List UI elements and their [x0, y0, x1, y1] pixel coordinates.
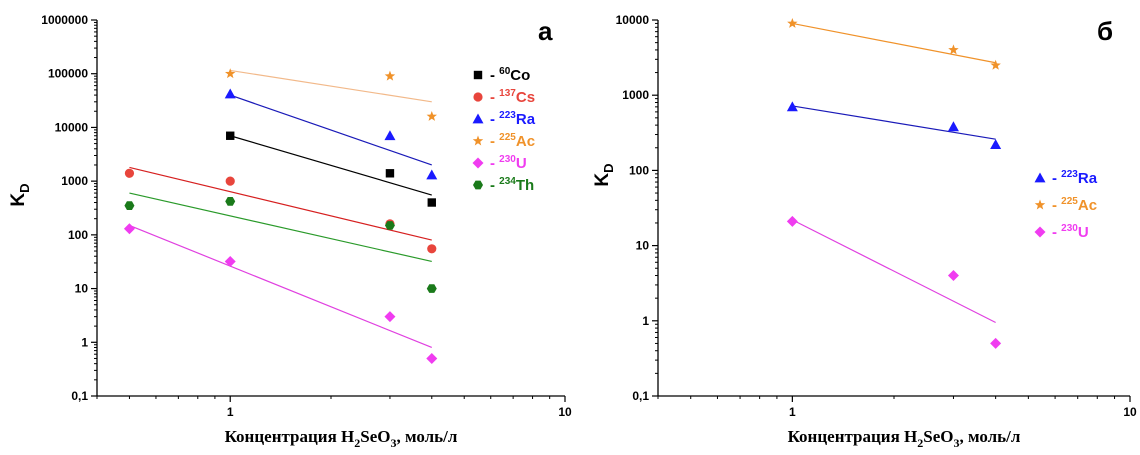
data-point-60Co: [427, 198, 436, 207]
y-tick-label: 10000: [55, 120, 89, 134]
fit-line-230U: [792, 219, 996, 324]
data-point-225Ac: [426, 110, 438, 121]
legend-marker-60Co: [473, 70, 483, 80]
panel-label: б: [1097, 16, 1113, 46]
y-axis-title: KD: [8, 183, 32, 206]
data-point-234Th: [426, 284, 437, 293]
legend-label-225Ac: - 225Ac: [1052, 196, 1097, 214]
legend-label-223Ra: - 223Ra: [490, 110, 536, 128]
y-tick-label: 10000: [616, 13, 650, 27]
data-point-223Ra: [426, 169, 438, 180]
legend-label-230U: - 230U: [1052, 223, 1089, 241]
fit-line-60Co: [230, 135, 432, 196]
legend-label-230U: - 230U: [490, 154, 527, 172]
data-point-234Th: [124, 201, 135, 210]
y-tick-label: 0,1: [71, 389, 88, 403]
legend: - 60Co - 137Cs - 223Ra - 225Ac - 230U - 234Th: [472, 66, 536, 194]
data-point-230U: [224, 255, 236, 267]
x-tick-label: 10: [1123, 405, 1137, 419]
fit-line-234Th: [129, 192, 432, 263]
y-tick-label: 1: [642, 314, 649, 328]
y-tick-label: 1000000: [41, 13, 88, 27]
data-point-223Ra: [990, 139, 1002, 150]
fit-line-225Ac: [230, 69, 432, 103]
x-tick-label: 1: [227, 405, 234, 419]
legend-label-137Cs: - 137Cs: [490, 88, 535, 106]
legend-marker-223Ra: [472, 113, 484, 124]
y-tick-label: 10: [75, 282, 89, 296]
data-point-137Cs: [124, 168, 135, 178]
chart-panel-b: 0,1 1 10 100 1000 10000 1 10 б - 223Ra - 225Ac - 23…: [592, 13, 1137, 450]
data-point-234Th: [384, 221, 395, 230]
data-point-230U: [426, 352, 438, 364]
panel-label: а: [538, 16, 553, 46]
data-point-234Th: [225, 197, 236, 206]
data-point-223Ra: [224, 88, 236, 99]
y-tick-label: 1000: [61, 174, 88, 188]
legend-label-225Ac: - 225Ac: [490, 132, 535, 150]
x-axis-title: Концентрация H2SeO3, моль/л: [788, 427, 1021, 450]
legend-marker-137Cs: [473, 92, 483, 102]
data-point-137Cs: [427, 244, 437, 254]
data-point-230U: [384, 311, 396, 323]
x-tick-label: 10: [558, 405, 572, 419]
x-axis-title: Концентрация H2SeO3, моль/л: [225, 427, 458, 450]
data-point-225Ac: [990, 59, 1001, 70]
y-tick-label: 100: [68, 228, 88, 242]
data-point-225Ac: [224, 68, 236, 79]
fit-line-225Ac: [792, 22, 996, 64]
legend-label-60Co: - 60Co: [490, 66, 530, 84]
data-point-223Ra: [786, 101, 798, 112]
data-point-225Ac: [787, 17, 798, 28]
legend-marker-225Ac: [1034, 199, 1046, 210]
data-point-223Ra: [947, 121, 959, 132]
data-point-137Cs: [225, 176, 235, 186]
fit-line-137Cs: [129, 166, 432, 241]
y-tick-label: 10: [636, 239, 650, 253]
fit-line-223Ra: [230, 94, 432, 166]
fit-line-230U: [129, 224, 433, 349]
legend-label-223Ra: - 223Ra: [1052, 169, 1098, 187]
legend-marker-223Ra: [1034, 172, 1046, 183]
x-tick-label: 1: [789, 405, 796, 419]
legend-marker-230U: [1034, 226, 1046, 238]
data-point-60Co: [385, 169, 395, 178]
y-tick-label: 100: [629, 163, 649, 177]
data-point-230U: [947, 270, 959, 282]
legend-label-234Th: - 234Th: [490, 176, 534, 194]
y-tick-label: 100000: [48, 67, 88, 81]
data-point-223Ra: [384, 130, 396, 141]
legend: - 223Ra - 225Ac - 230U: [1034, 169, 1098, 241]
y-tick-label: 0,1: [632, 389, 649, 403]
y-tick-label: 1000: [622, 88, 649, 102]
legend-marker-225Ac: [472, 135, 484, 146]
y-tick-label: 1: [81, 335, 88, 349]
fit-line-223Ra: [792, 105, 996, 140]
y-axis-title: KD: [592, 163, 616, 186]
legend-marker-230U: [472, 157, 484, 169]
data-point-230U: [123, 223, 135, 235]
data-point-230U: [786, 215, 798, 227]
data-point-230U: [990, 337, 1002, 349]
legend-marker-234Th: [473, 180, 483, 190]
data-point-225Ac: [948, 44, 959, 55]
data-point-225Ac: [384, 70, 396, 81]
data-point-60Co: [226, 131, 235, 140]
